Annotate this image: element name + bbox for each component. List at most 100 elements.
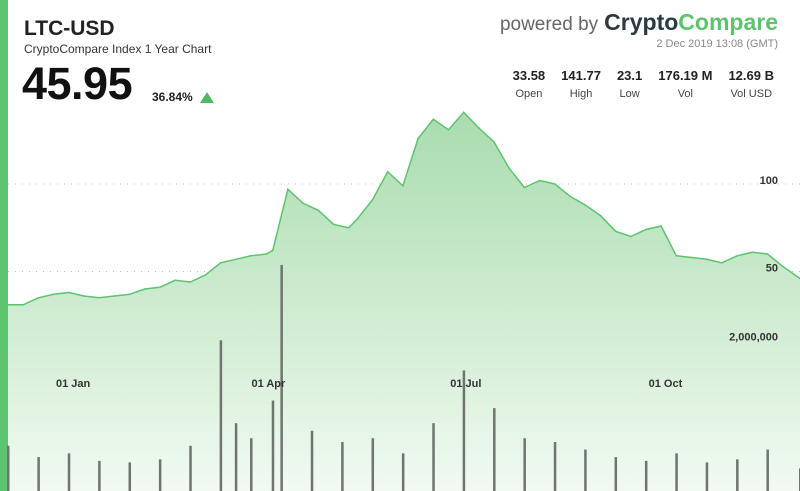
price-point: [751, 251, 754, 254]
volume-bar: [98, 460, 101, 491]
price-point: [159, 286, 161, 289]
price-point: [37, 296, 40, 299]
price-point: [317, 209, 320, 212]
price-point: [417, 137, 419, 140]
stat-vol: 176.19 M Vol: [650, 68, 720, 100]
price-point: [287, 188, 289, 191]
price-point: [235, 258, 237, 261]
price-point: [478, 127, 480, 129]
price-point: [332, 223, 335, 226]
price-point: [462, 111, 465, 114]
stat-value: 12.69 B: [728, 68, 774, 83]
volume-bar: [189, 445, 192, 491]
price-point: [599, 214, 602, 217]
volume-bar: [7, 445, 10, 491]
stat-value: 141.77: [561, 68, 601, 83]
y-tick-label: 100: [760, 175, 778, 187]
price-point: [250, 254, 252, 257]
stat-label: Vol USD: [730, 88, 773, 100]
price-point: [766, 253, 769, 255]
accent-bar: [0, 0, 8, 491]
price-point: [447, 128, 450, 131]
volume-bar: [736, 459, 739, 491]
price-point: [265, 253, 268, 255]
volume-bar: [341, 442, 344, 491]
price-point: [569, 195, 571, 198]
price-point: [67, 291, 70, 294]
price-line: [8, 111, 800, 306]
price-point: [271, 249, 274, 252]
x-tick-label: 01 Jan: [56, 378, 91, 390]
price-point: [493, 141, 495, 143]
volume-bar: [614, 457, 618, 491]
volume-bar: [219, 340, 223, 491]
stat-label: High: [569, 88, 593, 100]
stat-label: Low: [619, 88, 640, 100]
price-point: [113, 295, 116, 297]
volume-bar: [250, 438, 253, 491]
volume-bar: [271, 400, 275, 491]
price-point: [614, 230, 617, 233]
volume-bar: [128, 462, 132, 491]
timestamp: 2 Dec 2019 13:08 (GMT): [656, 38, 778, 50]
volume-bar: [432, 423, 435, 491]
price-point: [736, 254, 738, 257]
volume-bar: [67, 453, 71, 491]
price-point: [645, 228, 647, 231]
powered-by: powered by CryptoCompare: [500, 9, 778, 36]
price-point: [781, 265, 784, 268]
stats-row: 33.58 Open 141.77 High 23.1 Low 176.19 M…: [505, 68, 782, 100]
price-point: [675, 254, 678, 257]
price-point: [554, 183, 556, 185]
x-tick-label: 01 Jul: [450, 378, 481, 390]
price-point: [432, 118, 435, 121]
up-arrow-icon: [200, 92, 214, 103]
volume-bar: [705, 462, 709, 491]
price-point: [386, 170, 389, 173]
volume-bar: [584, 449, 587, 491]
price-point: [189, 281, 192, 283]
volume-bar: [675, 453, 678, 491]
volume-bar: [766, 449, 769, 491]
stat-open: 33.58 Open: [505, 68, 554, 100]
stat-label: Open: [515, 88, 543, 100]
price-point: [22, 303, 24, 306]
price-point: [508, 167, 511, 170]
price-point: [7, 303, 9, 306]
price-point: [402, 184, 404, 187]
volume-bar: [644, 460, 648, 491]
volume-bar: [493, 408, 496, 491]
price-point: [52, 293, 55, 296]
price-point: [204, 274, 207, 276]
x-tick-label: 01 Oct: [649, 378, 683, 390]
label-layer: 100 50 2,000,000 01 Jan 01 Apr 01 Jul 01 Oct: [56, 175, 778, 390]
price-point: [347, 226, 350, 229]
volume-bar: [280, 264, 283, 491]
volume-bar: [401, 453, 405, 491]
volume-bar: [462, 370, 466, 491]
price-point: [523, 186, 526, 189]
price-point: [371, 198, 374, 201]
price-point: [584, 204, 586, 206]
brand-logo-compare[interactable]: Compare: [678, 9, 778, 35]
price-point: [219, 261, 222, 264]
price-point: [143, 288, 146, 290]
volume-bar: [553, 442, 557, 491]
price-point: [538, 179, 541, 182]
current-price: 45.95: [22, 58, 133, 109]
price-point: [174, 279, 176, 282]
volume-bar: [371, 438, 375, 491]
y-tick-label: 50: [766, 263, 778, 275]
price-point: [356, 218, 359, 220]
price-point: [128, 293, 131, 296]
stat-value: 23.1: [616, 68, 643, 83]
volume-tick-label: 2,000,000: [729, 331, 778, 343]
price-point: [629, 235, 632, 238]
area-layer: [7, 111, 800, 491]
price-change: 36.84%: [152, 90, 193, 104]
price-point: [705, 258, 708, 261]
price-area: [8, 112, 800, 491]
brand-logo-crypto[interactable]: Crypto: [604, 9, 679, 35]
stat-label: Vol: [677, 88, 693, 100]
